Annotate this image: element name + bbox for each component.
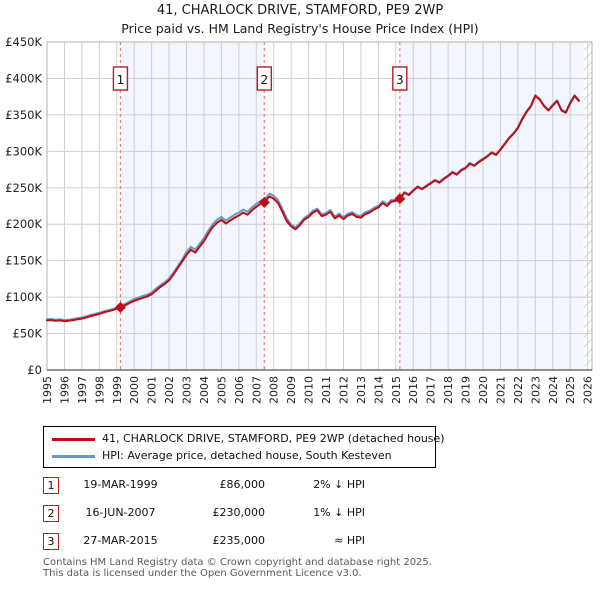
sale-number-badge: 3 — [43, 533, 59, 550]
x-axis-tick-label: 2008 — [268, 376, 281, 404]
x-axis-tick-label: 2026 — [582, 376, 595, 404]
x-axis-tick-label: 1997 — [76, 376, 89, 404]
sale-number-box — [392, 66, 408, 91]
x-axis-tick-label: 2002 — [163, 376, 176, 404]
chart-legend: 41, CHARLOCK DRIVE, STAMFORD, PE9 2WP (d… — [43, 426, 445, 468]
x-axis-tick-label: 2015 — [390, 376, 403, 404]
page-subtitle: Price paid vs. HM Land Registry's House … — [121, 21, 479, 36]
transaction-row: 2 16-JUN-2007 £230,000 1% ↓ HPI — [0, 505, 600, 522]
x-axis-tick-label: 2004 — [198, 376, 211, 404]
x-axis-tick-label: 2016 — [407, 376, 420, 404]
y-axis-tick-label: £0 — [27, 363, 42, 377]
y-axis-tick-label: £250K — [5, 181, 42, 195]
sale-date: 16-JUN-2007 — [85, 506, 156, 519]
legend-label-price: 41, CHARLOCK DRIVE, STAMFORD, PE9 2WP (d… — [102, 432, 445, 445]
y-axis-tick-label: £300K — [5, 144, 42, 158]
y-axis-tick-label: £150K — [5, 254, 42, 268]
footer-copyright: Contains HM Land Registry data © Crown c… — [43, 557, 432, 568]
sale-number-badge: 2 — [43, 505, 59, 522]
x-axis-tick-label: 2017 — [425, 376, 438, 404]
x-axis-tick-label: 2006 — [233, 376, 246, 404]
x-axis-tick-label: 2013 — [355, 376, 368, 404]
x-axis-tick-label: 2023 — [529, 376, 542, 404]
sale-number-box-label: 2 — [260, 73, 268, 87]
x-axis-tick-label: 2000 — [128, 376, 141, 404]
x-axis-tick-label: 2005 — [215, 376, 228, 404]
x-axis-tick-label: 2020 — [477, 376, 490, 404]
x-axis-tick-label: 2012 — [337, 376, 350, 404]
sale-price: £86,000 — [219, 478, 266, 491]
sale-number-box — [256, 66, 273, 91]
y-axis-tick-label: £50K — [13, 327, 43, 341]
x-axis-tick-label: 2007 — [250, 376, 263, 404]
sale-number-box — [112, 66, 129, 91]
y-axis-tick-label: £100K — [5, 290, 42, 304]
sale-number-box-label: 3 — [396, 73, 404, 87]
x-axis-tick-label: 2018 — [442, 376, 455, 404]
price-paid-line — [46, 94, 580, 323]
legend-item-hpi: HPI: Average price, detached house, Sout… — [44, 447, 435, 465]
x-axis-tick-label: 2021 — [494, 376, 507, 404]
x-axis-tick-label: 2011 — [320, 376, 333, 404]
legend-label-hpi: HPI: Average price, detached house, Sout… — [102, 449, 392, 462]
hpi-shaded-band — [399, 42, 592, 370]
sale-price: £235,000 — [212, 534, 266, 547]
x-axis-tick-label: 2010 — [303, 376, 316, 404]
y-axis-tick-label: £200K — [5, 217, 42, 231]
sale-date: 19-MAR-1999 — [83, 478, 158, 491]
sale-number-badge: 1 — [43, 477, 59, 494]
x-axis-tick-label: 2009 — [285, 376, 298, 404]
x-axis-tick-label: 2022 — [512, 376, 525, 404]
x-axis-tick-label: 1999 — [111, 376, 124, 404]
footer-licence: This data is licensed under the Open Gov… — [43, 568, 362, 579]
sale-vs-hpi: 1% ↓ HPI — [313, 506, 365, 519]
x-axis-tick-label: 2001 — [146, 376, 159, 404]
transaction-row: 1 19-MAR-1999 £86,000 2% ↓ HPI — [0, 477, 600, 494]
sale-point-marker — [394, 193, 406, 205]
transaction-row: 3 27-MAR-2015 £235,000 ≈ HPI — [0, 533, 600, 550]
page-title: 41, CHARLOCK DRIVE, STAMFORD, PE9 2WP — [156, 3, 444, 18]
x-axis-tick-label: 2019 — [460, 376, 473, 404]
x-axis-tick-label: 2024 — [547, 376, 560, 404]
x-axis-tick-label: 2003 — [181, 376, 194, 404]
hpi-line-swatch — [52, 455, 95, 458]
sale-date: 27-MAR-2015 — [83, 534, 158, 547]
x-axis-tick-label: 2014 — [372, 376, 385, 404]
y-axis-tick-label: £350K — [5, 108, 42, 122]
sale-vs-hpi: 2% ↓ HPI — [313, 478, 365, 491]
legend-item-price: 41, CHARLOCK DRIVE, STAMFORD, PE9 2WP (d… — [44, 430, 445, 448]
x-axis-tick-label: 1998 — [93, 376, 106, 404]
y-axis-tick-label: £450K — [5, 35, 42, 49]
sale-point-marker — [114, 301, 126, 313]
price-chart: £0 £50K £100K £150K £200K £250K £300K £350K £400… — [5, 35, 595, 404]
y-axis-tick-label: £400K — [5, 71, 42, 85]
x-axis-tick-label: 1995 — [41, 376, 54, 404]
sale-number-box-label: 1 — [117, 73, 125, 87]
sale-vs-hpi: ≈ HPI — [334, 534, 365, 547]
price-line-swatch — [52, 438, 95, 441]
sale-point-marker — [258, 196, 270, 208]
x-axis-tick-label: 2025 — [564, 376, 577, 404]
hpi-shaded-band — [120, 42, 265, 370]
x-axis-tick-label: 1996 — [58, 376, 71, 404]
sale-price: £230,000 — [212, 506, 266, 519]
